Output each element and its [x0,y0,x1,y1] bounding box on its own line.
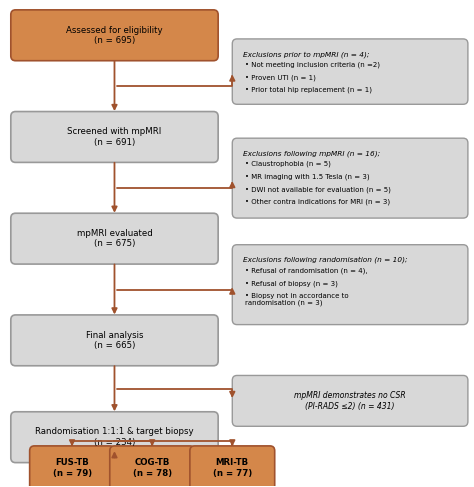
FancyBboxPatch shape [110,446,195,487]
FancyBboxPatch shape [232,375,468,426]
Text: • Not meeting inclusion criteria (n =2): • Not meeting inclusion criteria (n =2) [246,62,381,68]
Text: mpMRI evaluated
(n = 675): mpMRI evaluated (n = 675) [77,229,152,248]
FancyBboxPatch shape [11,213,218,264]
FancyBboxPatch shape [232,39,468,104]
Text: • MR imaging with 1.5 Tesla (n = 3): • MR imaging with 1.5 Tesla (n = 3) [246,173,370,180]
FancyBboxPatch shape [11,112,218,162]
Text: • Other contra indications for MRI (n = 3): • Other contra indications for MRI (n = … [246,199,391,205]
Text: • Prior total hip replacement (n = 1): • Prior total hip replacement (n = 1) [246,87,373,94]
FancyBboxPatch shape [232,138,468,218]
Text: COG-TB
(n = 78): COG-TB (n = 78) [133,458,172,478]
Text: MRI-TB
(n = 77): MRI-TB (n = 77) [213,458,252,478]
Text: • Claustrophobia (n = 5): • Claustrophobia (n = 5) [246,161,331,168]
Text: Exclusions following randomisation (n = 10);: Exclusions following randomisation (n = … [243,257,407,263]
Text: Randomisation 1:1:1 & target biopsy
(n = 234): Randomisation 1:1:1 & target biopsy (n =… [35,428,194,447]
FancyBboxPatch shape [11,10,218,61]
FancyBboxPatch shape [30,446,115,487]
Text: mpMRI demonstrates no CSR
(PI-RADS ≤2) (n = 431): mpMRI demonstrates no CSR (PI-RADS ≤2) (… [294,391,406,411]
Text: Final analysis
(n = 665): Final analysis (n = 665) [86,331,143,350]
Text: FUS-TB
(n = 79): FUS-TB (n = 79) [53,458,91,478]
FancyBboxPatch shape [11,412,218,463]
Text: Screened with mpMRI
(n = 691): Screened with mpMRI (n = 691) [67,127,162,147]
Text: • Proven UTI (n = 1): • Proven UTI (n = 1) [246,74,316,81]
Text: • Biopsy not in accordance to
randomisation (n = 3): • Biopsy not in accordance to randomisat… [246,293,349,306]
FancyBboxPatch shape [11,315,218,366]
Text: Exclusions following mpMRI (n = 16);: Exclusions following mpMRI (n = 16); [243,150,380,157]
Text: • Refusal of randomisation (n = 4),: • Refusal of randomisation (n = 4), [246,267,368,274]
Text: • DWI not available for evaluation (n = 5): • DWI not available for evaluation (n = … [246,186,392,193]
Text: Exclusions prior to mpMRI (n = 4);: Exclusions prior to mpMRI (n = 4); [243,51,369,57]
FancyBboxPatch shape [190,446,275,487]
Text: • Refusal of biopsy (n = 3): • Refusal of biopsy (n = 3) [246,280,338,286]
Text: Assessed for eligibility
(n = 695): Assessed for eligibility (n = 695) [66,26,163,45]
FancyBboxPatch shape [232,244,468,325]
